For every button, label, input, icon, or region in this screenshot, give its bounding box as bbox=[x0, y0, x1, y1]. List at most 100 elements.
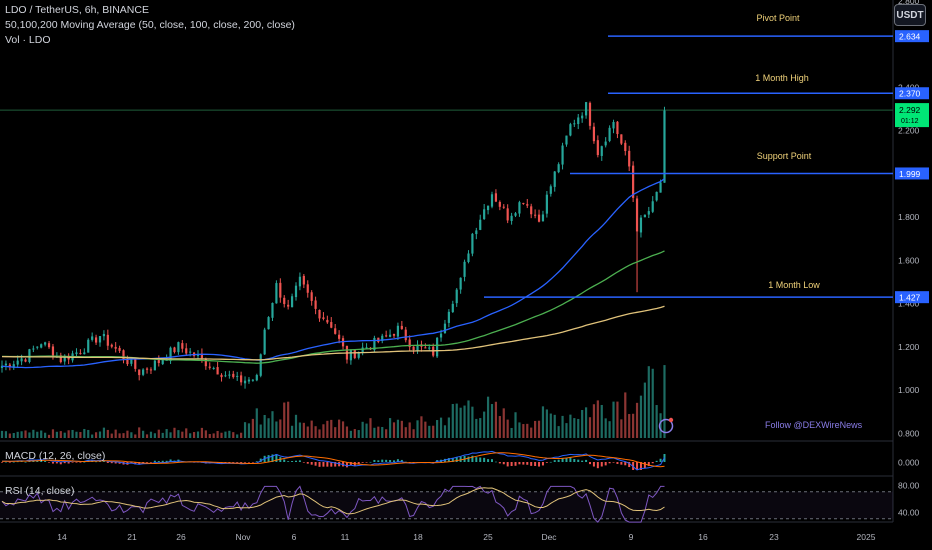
macd-histogram-bar bbox=[16, 461, 19, 463]
macd-histogram-bar bbox=[165, 460, 168, 462]
macd-histogram-bar bbox=[483, 457, 486, 462]
candle-body bbox=[87, 339, 90, 353]
macd-histogram-bar bbox=[326, 462, 329, 467]
time-tick-label: 26 bbox=[176, 532, 186, 542]
macd-histogram-bar bbox=[522, 462, 525, 465]
price-tick-label: 2.800 bbox=[898, 0, 920, 6]
volume-bar bbox=[267, 418, 270, 438]
volume-bar bbox=[106, 429, 109, 438]
candle-body bbox=[228, 374, 231, 376]
macd-histogram-bar bbox=[491, 459, 493, 462]
candle-body bbox=[204, 358, 207, 367]
volume-bar bbox=[624, 392, 627, 438]
currency-button[interactable]: USDT bbox=[894, 4, 926, 26]
volume-bar bbox=[553, 414, 556, 438]
volume-bar bbox=[224, 431, 227, 438]
volume-bar bbox=[455, 403, 458, 438]
candle-body bbox=[142, 369, 145, 375]
volume-bar bbox=[502, 408, 505, 438]
volume-bar bbox=[518, 422, 521, 438]
volume-bar bbox=[63, 432, 66, 438]
volume-bar bbox=[216, 430, 219, 438]
volume-bar bbox=[479, 418, 482, 438]
pivot-point-label: Pivot Point bbox=[756, 13, 800, 23]
candle-body bbox=[537, 214, 541, 222]
volume-bar bbox=[83, 428, 86, 438]
macd-histogram-bar bbox=[310, 462, 313, 465]
volume-bar bbox=[240, 432, 243, 438]
volume-bar bbox=[232, 432, 235, 438]
volume-bar bbox=[40, 430, 43, 438]
volume-bar bbox=[404, 427, 407, 438]
volume-bar bbox=[569, 414, 572, 438]
candle-body bbox=[283, 297, 286, 305]
candle-body bbox=[612, 122, 615, 129]
macd-histogram-bar bbox=[396, 459, 399, 462]
volume-bar bbox=[408, 422, 411, 438]
macd-histogram-bar bbox=[146, 462, 149, 463]
macd-histogram-bar bbox=[643, 462, 646, 469]
candle-body bbox=[573, 123, 576, 125]
macd-histogram-bar bbox=[67, 462, 70, 464]
macd-pane: 0.000 bbox=[1, 450, 920, 471]
macd-histogram-bar bbox=[102, 461, 105, 462]
macd-histogram-bar bbox=[494, 461, 497, 463]
candle-body bbox=[404, 329, 407, 341]
candle-body bbox=[200, 353, 204, 359]
macd-line bbox=[1, 450, 665, 471]
candle-body bbox=[251, 379, 254, 381]
candle-body bbox=[338, 334, 341, 339]
macd-histogram-bar bbox=[651, 462, 654, 464]
candle-body bbox=[475, 230, 478, 235]
candle-body bbox=[126, 358, 129, 365]
watermark-text: Follow @DEXWireNews bbox=[765, 420, 863, 430]
volume-bar bbox=[243, 422, 247, 438]
candle-body bbox=[98, 336, 102, 343]
macd-histogram-bar bbox=[577, 459, 580, 462]
candle-body bbox=[208, 366, 211, 368]
macd-histogram-bar bbox=[24, 461, 27, 463]
volume-bar bbox=[157, 429, 160, 438]
candle-body bbox=[267, 317, 270, 330]
macd-histogram-bar bbox=[514, 462, 517, 466]
volume-bar bbox=[161, 432, 164, 438]
candle-body bbox=[259, 354, 262, 376]
volume-bar bbox=[228, 430, 231, 438]
macd-histogram-bar bbox=[20, 461, 23, 463]
month-low-label: 1 Month Low bbox=[768, 280, 820, 290]
macd-histogram-bar bbox=[538, 462, 541, 467]
candle-body bbox=[486, 205, 490, 211]
macd-histogram-bar bbox=[369, 461, 372, 463]
price-tag bbox=[895, 30, 929, 43]
volume-bar bbox=[526, 423, 529, 438]
candle-body bbox=[388, 334, 392, 337]
candle-body bbox=[455, 289, 458, 304]
volume-bar bbox=[400, 420, 403, 438]
volume-bar bbox=[138, 427, 141, 438]
macd-histogram-bar bbox=[287, 461, 290, 462]
volume-bar bbox=[126, 430, 129, 438]
candle-body bbox=[224, 375, 227, 377]
candle-body bbox=[483, 209, 486, 220]
candle-body bbox=[287, 304, 290, 307]
volume-bar bbox=[581, 409, 584, 438]
ma100-line bbox=[2, 250, 665, 364]
volume-bar bbox=[149, 431, 153, 438]
volume-legend: Vol · LDO bbox=[5, 34, 51, 46]
macd-histogram-bar bbox=[455, 456, 458, 462]
macd-histogram-bar bbox=[541, 462, 544, 466]
candle-body bbox=[173, 347, 176, 353]
candle-body bbox=[502, 206, 505, 208]
candle-body bbox=[134, 359, 137, 369]
candle-body bbox=[479, 219, 482, 230]
volume-bar bbox=[177, 430, 180, 438]
macd-histogram-bar bbox=[581, 460, 584, 462]
moving-average-legend: 50,100,200 Moving Average (50, close, 10… bbox=[5, 19, 295, 31]
candle-body bbox=[275, 283, 278, 304]
price-tick-label: 1.200 bbox=[898, 342, 920, 352]
volume-bar bbox=[545, 409, 548, 438]
candle-body bbox=[439, 333, 443, 338]
candle-body bbox=[189, 351, 192, 353]
candle-body bbox=[114, 346, 117, 349]
macd-histogram-bar bbox=[565, 457, 568, 462]
